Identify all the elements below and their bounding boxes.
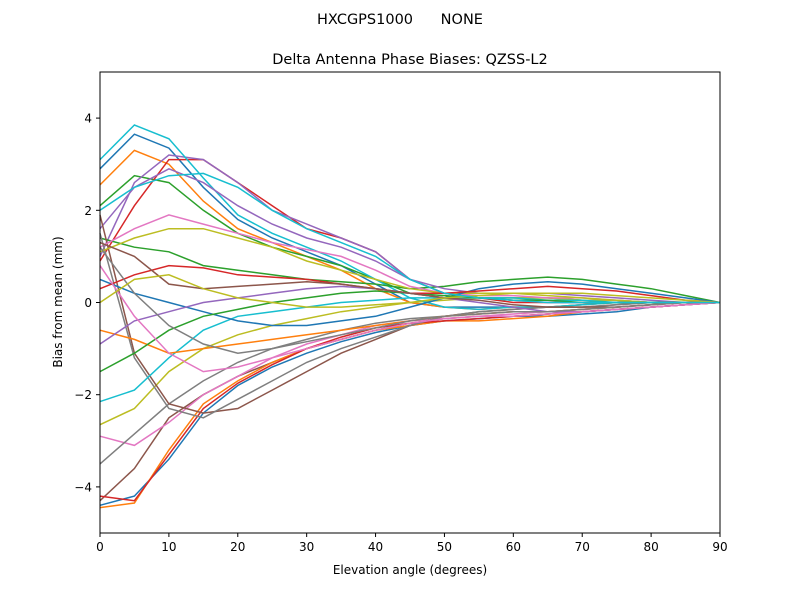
series-line-s28 xyxy=(99,246,720,354)
series-line-s30 xyxy=(99,172,720,304)
y-tick-label: 4 xyxy=(84,112,92,126)
chart-suptitle: HXCGPS1000 NONE xyxy=(317,12,483,28)
y-axis: −4 −2 0 2 4 xyxy=(74,112,100,494)
x-tick-label: 10 xyxy=(161,540,176,554)
series-line-s4 xyxy=(99,158,720,304)
x-tick-label: 40 xyxy=(368,540,383,554)
series-line-s12 xyxy=(99,301,721,509)
x-tick-label: 20 xyxy=(230,540,245,554)
x-tick-label: 50 xyxy=(437,540,452,554)
series-line-s27 xyxy=(99,265,721,373)
x-axis-label: Elevation angle (degrees) xyxy=(333,563,487,577)
x-tick-label: 60 xyxy=(506,540,521,554)
series-line-s15 xyxy=(99,167,720,304)
series-line-s18 xyxy=(99,233,720,419)
series-line-s6 xyxy=(99,301,721,502)
y-tick-label: −4 xyxy=(74,480,92,494)
y-tick-label: −2 xyxy=(74,388,92,402)
series-line-s8 xyxy=(99,301,720,465)
x-tick-label: 30 xyxy=(299,540,314,554)
y-tick-label: 0 xyxy=(84,296,92,310)
series-line-s29 xyxy=(99,274,721,308)
series-line-s16 xyxy=(99,214,720,414)
series-line-s25 xyxy=(99,285,721,345)
series-line-s19 xyxy=(99,227,720,304)
x-tick-label: 90 xyxy=(712,540,727,554)
x-tick-label: 0 xyxy=(96,540,104,554)
x-tick-label: 70 xyxy=(575,540,590,554)
y-axis-label: Bias from mean (mm) xyxy=(51,236,65,367)
series-line-s21 xyxy=(99,278,721,327)
y-tick-label: 2 xyxy=(84,204,92,218)
series-line-s9 xyxy=(99,297,720,426)
x-tick-label: 80 xyxy=(643,540,658,554)
series-lines xyxy=(99,124,721,509)
x-axis: 0 10 20 30 40 50 60 70 80 90 xyxy=(96,533,728,554)
series-line-s3 xyxy=(99,174,720,304)
chart-title: Delta Antenna Phase Biases: QZSS-L2 xyxy=(272,52,547,68)
series-line-s10 xyxy=(99,124,720,311)
